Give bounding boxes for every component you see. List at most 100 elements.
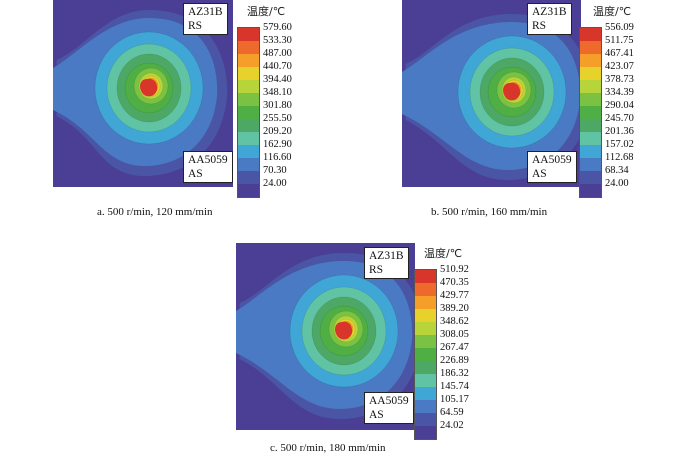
contour-hot-core (335, 321, 353, 340)
legend-swatch (580, 67, 601, 80)
legend-tick-label: 556.09 (605, 22, 634, 33)
rs-material: AZ31B (532, 6, 567, 18)
legend-tick-label: 301.80 (263, 100, 292, 111)
as-material: AA5059 (532, 154, 572, 166)
legend-swatch (580, 184, 601, 197)
legend-tick-label: 201.36 (605, 126, 634, 137)
rs-material: AZ31B (188, 6, 223, 18)
legend-swatch (415, 322, 436, 335)
legend-swatch (580, 54, 601, 67)
as-label-c: AA5059 AS (364, 392, 414, 424)
legend-swatch (238, 119, 259, 132)
legend-swatch (238, 93, 259, 106)
caption-a: a. 500 r/min, 120 mm/min (97, 206, 213, 218)
legend-swatch (238, 67, 259, 80)
legend-swatch (580, 145, 601, 158)
legend-tick-label: 162.90 (263, 139, 292, 150)
legend-swatch (580, 158, 601, 171)
legend-colorbar (414, 269, 437, 440)
legend-swatch (238, 158, 259, 171)
legend-swatch (238, 41, 259, 54)
legend-tick-label: 24.02 (440, 420, 464, 431)
legend-tick-label: 226.89 (440, 355, 469, 366)
legend-tick-label: 105.17 (440, 394, 469, 405)
legend-tick-label: 267.47 (440, 342, 469, 353)
legend-tick-label: 68.34 (605, 165, 629, 176)
as-material: AA5059 (369, 395, 409, 407)
legend-tick-label: 116.60 (263, 152, 292, 163)
legend-tick-label: 378.73 (605, 74, 634, 85)
legend-tick-label: 423.07 (605, 61, 634, 72)
legend-swatch (238, 171, 259, 184)
rs-side: RS (532, 20, 547, 32)
legend-colorbar (237, 27, 260, 198)
rs-label-b: AZ31B RS (527, 3, 572, 35)
legend-a: 温度/℃ 579.60 533.30 487.00 440.70 394.40 348.1… (237, 3, 299, 198)
legend-tick-label: 467.41 (605, 48, 634, 59)
caption-b: b. 500 r/min, 160 mm/min (431, 206, 548, 218)
legend-swatch (580, 41, 601, 54)
legend-colorbar (579, 27, 602, 198)
legend-swatch (415, 296, 436, 309)
legend-swatch (415, 413, 436, 426)
legend-tick-label: 24.00 (605, 178, 629, 189)
legend-tick-label: 112.68 (605, 152, 634, 163)
legend-tick-label: 389.20 (440, 303, 469, 314)
legend-title: 温度/℃ (247, 5, 286, 18)
as-label-b: AA5059 AS (527, 151, 577, 183)
legend-swatch (415, 374, 436, 387)
rs-material: AZ31B (369, 250, 404, 262)
temperature-contour-plot-c (236, 243, 415, 430)
rs-side: RS (188, 20, 203, 32)
legend-swatch (415, 361, 436, 374)
legend-title: 温度/℃ (424, 247, 463, 260)
legend-b: 温度/℃ 556.09 511.75 467.41 423.07 378.73 334.3… (579, 3, 649, 198)
rs-label-c: AZ31B RS (364, 247, 409, 279)
as-side: AS (369, 409, 384, 421)
legend-tick-label: 533.30 (263, 35, 292, 46)
legend-tick-label: 511.75 (605, 35, 634, 46)
as-side: AS (532, 168, 547, 180)
legend-tick-label: 334.39 (605, 87, 634, 98)
contour-map-c (236, 243, 415, 430)
legend-tick-label: 245.70 (605, 113, 634, 124)
legend-swatch (580, 119, 601, 132)
legend-tick-label: 24.00 (263, 178, 287, 189)
as-material: AA5059 (188, 154, 228, 166)
legend-c: 温度/℃ 510.92 470.35 429.77 389.20 348.62 308.0… (414, 245, 484, 440)
legend-tick-label: 70.30 (263, 165, 287, 176)
legend-tick-label: 348.62 (440, 316, 469, 327)
legend-tick-label: 510.92 (440, 264, 469, 275)
legend-swatch (238, 54, 259, 67)
rs-label-a: AZ31B RS (183, 3, 228, 35)
caption-c: c. 500 r/min, 180 mm/min (270, 442, 386, 454)
legend-swatch (415, 270, 436, 283)
legend-swatch (580, 80, 601, 93)
legend-swatch (238, 132, 259, 145)
rs-side: RS (369, 264, 384, 276)
legend-swatch (415, 387, 436, 400)
legend-swatch (415, 335, 436, 348)
contour-hot-core (140, 78, 158, 97)
as-label-a: AA5059 AS (183, 151, 233, 183)
legend-swatch (580, 28, 601, 41)
legend-swatch (238, 145, 259, 158)
legend-tick-label: 394.40 (263, 74, 292, 85)
legend-tick-label: 157.02 (605, 139, 634, 150)
legend-title: 温度/℃ (593, 5, 632, 18)
legend-tick-label: 348.10 (263, 87, 292, 98)
legend-tick-label: 209.20 (263, 126, 292, 137)
legend-swatch (415, 283, 436, 296)
legend-swatch (415, 309, 436, 322)
legend-swatch (580, 132, 601, 145)
legend-swatch (580, 93, 601, 106)
legend-swatch (415, 348, 436, 361)
legend-tick-label: 579.60 (263, 22, 292, 33)
legend-swatch (580, 171, 601, 184)
legend-swatch (238, 28, 259, 41)
legend-swatch (238, 184, 259, 197)
legend-swatch (415, 426, 436, 439)
legend-tick-label: 308.05 (440, 329, 469, 340)
legend-tick-label: 186.32 (440, 368, 469, 379)
contour-hot-core (503, 82, 521, 101)
